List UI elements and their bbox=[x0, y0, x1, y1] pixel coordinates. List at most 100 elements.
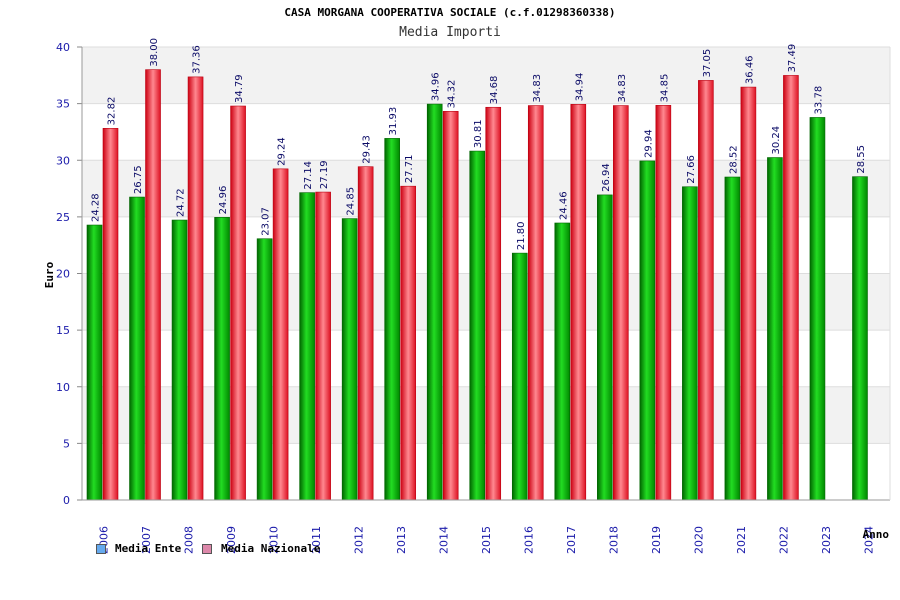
bar-media-nazionale bbox=[442, 111, 459, 501]
x-tick-label: 2015 bbox=[480, 526, 493, 554]
bar-media-ente bbox=[469, 150, 486, 501]
bar-media-nazionale bbox=[527, 105, 544, 501]
data-label: 27.14 bbox=[303, 161, 314, 190]
data-label: 28.52 bbox=[728, 145, 739, 174]
bar-media-nazionale bbox=[400, 185, 416, 501]
data-label: 34.96 bbox=[431, 72, 442, 101]
x-tick-label: 2014 bbox=[437, 526, 450, 554]
bar-media-ente bbox=[809, 117, 826, 501]
data-label: 21.80 bbox=[516, 221, 527, 250]
bar-media-ente bbox=[129, 196, 145, 501]
chart-subtitle: Media Importi bbox=[399, 25, 501, 40]
bar-media-nazionale bbox=[783, 75, 799, 501]
legend-swatch-nazionale bbox=[202, 543, 212, 554]
bar-media-nazionale bbox=[357, 166, 374, 501]
data-label: 27.71 bbox=[404, 155, 415, 184]
legend-label-nazionale: Media Nazionale bbox=[221, 542, 321, 555]
y-tick-label: 35 bbox=[56, 98, 70, 111]
data-label: 34.83 bbox=[617, 74, 628, 103]
legend-label-ente: Media Ente bbox=[115, 542, 182, 555]
data-label: 29.43 bbox=[362, 135, 373, 164]
bar-media-nazionale bbox=[145, 69, 161, 501]
bar-media-ente bbox=[426, 103, 443, 501]
x-tick-label: 2010 bbox=[267, 526, 280, 554]
bars-group bbox=[86, 69, 868, 501]
chart-title: CASA MORGANA COOPERATIVA SOCIALE (c.f.01… bbox=[284, 6, 616, 19]
data-label: 24.72 bbox=[176, 188, 187, 217]
bar-media-ente bbox=[214, 217, 230, 501]
data-label: 34.32 bbox=[447, 80, 458, 109]
bar-media-nazionale bbox=[102, 128, 119, 501]
x-tick-label: 2017 bbox=[565, 526, 578, 554]
data-label: 33.78 bbox=[813, 86, 824, 115]
bar-media-ente bbox=[597, 194, 613, 501]
bar-media-nazionale bbox=[272, 168, 289, 501]
data-label: 38.00 bbox=[149, 38, 160, 67]
y-tick-label: 25 bbox=[56, 211, 70, 224]
legend-item-nazionale: Media Nazionale bbox=[202, 542, 320, 555]
bar-media-ente bbox=[639, 160, 656, 501]
data-label: 37.05 bbox=[702, 49, 713, 78]
y-axis-label: Euro bbox=[43, 261, 56, 288]
data-label: 34.68 bbox=[489, 76, 500, 105]
data-label: 28.55 bbox=[856, 145, 867, 174]
data-label: 30.81 bbox=[473, 119, 484, 148]
bar-media-ente bbox=[256, 238, 273, 501]
data-label: 34.94 bbox=[574, 73, 585, 102]
x-tick-label: 2023 bbox=[820, 526, 833, 554]
x-tick-label: 2013 bbox=[395, 526, 408, 554]
x-axis-label: Anno bbox=[863, 528, 890, 541]
bar-media-ente bbox=[171, 219, 188, 501]
data-label: 37.36 bbox=[192, 45, 203, 74]
x-tick-label: 2020 bbox=[693, 526, 706, 554]
data-label: 24.85 bbox=[346, 187, 357, 216]
data-label: 23.07 bbox=[261, 207, 272, 236]
x-tick-label: 2012 bbox=[352, 526, 365, 554]
x-tick-label: 2022 bbox=[778, 526, 791, 554]
legend-swatch-ente bbox=[96, 543, 106, 554]
data-label: 24.96 bbox=[218, 186, 229, 215]
x-tick-label: 2008 bbox=[182, 526, 195, 554]
data-label: 26.75 bbox=[133, 165, 144, 194]
bar-media-nazionale bbox=[613, 105, 629, 501]
data-label: 26.94 bbox=[601, 163, 612, 192]
data-label: 34.83 bbox=[532, 74, 543, 103]
bar-media-nazionale bbox=[740, 86, 757, 501]
y-tick-label: 15 bbox=[56, 324, 70, 337]
x-tick-label: 2019 bbox=[650, 526, 663, 554]
bar-media-nazionale bbox=[570, 104, 587, 501]
bar-media-ente bbox=[724, 176, 741, 501]
bar-media-ente bbox=[554, 222, 571, 501]
bar-media-ente bbox=[384, 138, 400, 501]
bar-media-nazionale bbox=[315, 191, 331, 501]
x-tick-label: 2018 bbox=[608, 526, 621, 554]
bar-media-ente bbox=[86, 224, 103, 501]
x-tick-label: 2021 bbox=[735, 526, 748, 554]
data-label: 27.19 bbox=[319, 160, 330, 189]
y-tick-label: 40 bbox=[56, 41, 70, 54]
bar-media-nazionale bbox=[655, 105, 672, 501]
data-label: 24.28 bbox=[91, 193, 102, 222]
data-label: 29.94 bbox=[643, 129, 654, 158]
bar-media-ente bbox=[299, 192, 315, 501]
x-tick-label: 2016 bbox=[523, 526, 536, 554]
data-label: 36.46 bbox=[744, 55, 755, 84]
y-tick-label: 20 bbox=[56, 268, 70, 281]
data-labels-group: 24.28 32.82 26.75 38.00 24.72 37.36 24.96 34.79… bbox=[91, 38, 867, 250]
bar-media-ente bbox=[341, 218, 358, 501]
data-label: 29.24 bbox=[277, 137, 288, 166]
x-tick-label: 2009 bbox=[225, 526, 238, 554]
x-tick-label: 2007 bbox=[140, 526, 153, 554]
y-tick-label: 0 bbox=[63, 494, 70, 507]
data-label: 31.93 bbox=[388, 107, 399, 136]
bar-media-ente bbox=[852, 176, 868, 501]
data-label: 27.66 bbox=[686, 155, 697, 184]
x-tick-label: 2011 bbox=[310, 526, 323, 554]
data-label: 32.82 bbox=[107, 97, 118, 126]
y-tick-label: 10 bbox=[56, 381, 70, 394]
bar-media-nazionale bbox=[485, 106, 502, 501]
data-label: 24.46 bbox=[558, 191, 569, 220]
data-label: 34.85 bbox=[659, 74, 670, 103]
bar-media-ente bbox=[682, 186, 698, 501]
